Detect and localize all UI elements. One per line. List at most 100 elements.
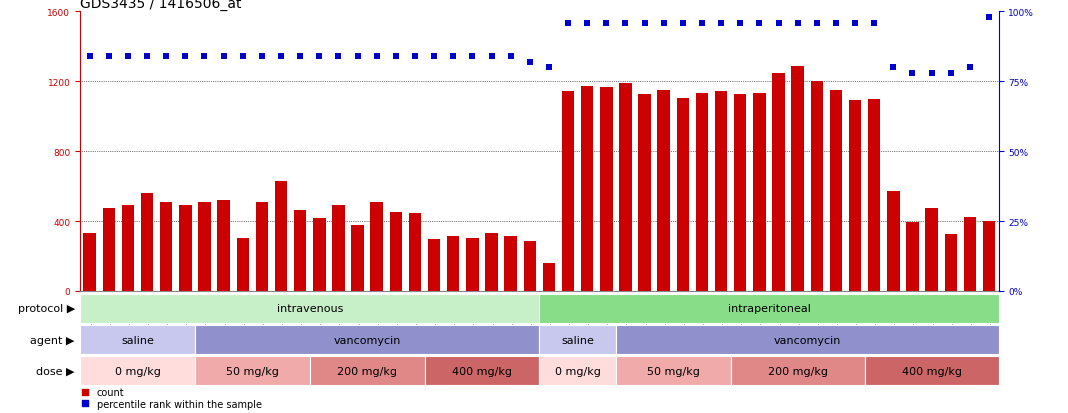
Point <box>521 59 538 66</box>
Bar <box>616 356 731 386</box>
Bar <box>753 93 766 291</box>
Bar <box>616 325 999 354</box>
Text: percentile rank within the sample: percentile rank within the sample <box>96 399 262 409</box>
Point <box>483 54 500 60</box>
Bar <box>925 209 938 291</box>
Bar <box>80 294 539 324</box>
Bar <box>677 99 689 291</box>
Bar <box>963 217 976 291</box>
Point <box>330 54 347 60</box>
Point <box>712 20 729 27</box>
Point <box>617 20 634 27</box>
Bar <box>865 356 999 386</box>
Point <box>579 20 596 27</box>
Point <box>540 65 557 71</box>
Point <box>253 54 270 60</box>
Point <box>195 54 213 60</box>
Bar <box>428 240 440 291</box>
Point <box>444 54 461 60</box>
Point <box>76 400 93 406</box>
Bar <box>849 101 861 291</box>
Point <box>76 389 93 395</box>
Bar <box>983 221 995 291</box>
Bar <box>160 202 172 291</box>
Bar <box>695 93 708 291</box>
Bar <box>600 88 613 291</box>
Point <box>292 54 309 60</box>
Point <box>560 20 577 27</box>
Bar <box>619 84 631 291</box>
Bar <box>332 206 345 291</box>
Bar <box>409 214 421 291</box>
Bar <box>868 100 880 291</box>
Bar <box>485 234 498 291</box>
Bar <box>539 325 616 354</box>
Bar <box>351 226 364 291</box>
Point <box>272 54 289 60</box>
Bar <box>390 213 402 291</box>
Bar <box>830 91 843 291</box>
Point <box>770 20 787 27</box>
Text: 200 mg/kg: 200 mg/kg <box>768 366 828 376</box>
Bar <box>791 66 804 291</box>
Bar <box>194 356 310 386</box>
Bar <box>255 202 268 291</box>
Point <box>234 54 251 60</box>
Point <box>674 20 691 27</box>
Bar <box>218 201 230 291</box>
Bar <box>658 91 670 291</box>
Point <box>158 54 175 60</box>
Bar <box>734 95 747 291</box>
Point <box>942 70 959 77</box>
Bar <box>141 194 154 291</box>
Bar <box>888 192 899 291</box>
Point <box>177 54 194 60</box>
Text: intraperitoneal: intraperitoneal <box>727 304 811 314</box>
Point <box>904 70 921 77</box>
Point <box>808 20 826 27</box>
Bar <box>539 356 616 386</box>
Text: saline: saline <box>561 335 594 345</box>
Point <box>980 15 998 21</box>
Bar <box>103 209 115 291</box>
Bar <box>504 236 517 291</box>
Bar <box>236 239 249 291</box>
Bar <box>466 238 478 291</box>
Point <box>368 54 386 60</box>
Point <box>311 54 328 60</box>
Text: 200 mg/kg: 200 mg/kg <box>337 366 397 376</box>
Text: saline: saline <box>121 335 154 345</box>
Bar <box>772 74 785 291</box>
Bar <box>294 210 307 291</box>
Text: dose ▶: dose ▶ <box>36 366 75 376</box>
Point <box>923 70 940 77</box>
Text: protocol ▶: protocol ▶ <box>17 304 75 314</box>
Point <box>732 20 749 27</box>
Bar <box>944 235 957 291</box>
Bar <box>313 219 326 291</box>
Point <box>751 20 768 27</box>
Text: 50 mg/kg: 50 mg/kg <box>225 366 279 376</box>
Text: GDS3435 / 1416506_at: GDS3435 / 1416506_at <box>80 0 241 12</box>
Bar <box>371 202 383 291</box>
Point <box>789 20 806 27</box>
Point <box>866 20 883 27</box>
Point <box>464 54 481 60</box>
Point <box>655 20 672 27</box>
Bar <box>80 325 194 354</box>
Text: 0 mg/kg: 0 mg/kg <box>554 366 600 376</box>
Point <box>215 54 232 60</box>
Bar <box>274 181 287 291</box>
Bar <box>731 356 865 386</box>
Bar <box>179 206 191 291</box>
Bar <box>539 294 999 324</box>
Bar <box>424 356 539 386</box>
Bar <box>562 92 575 291</box>
Text: 400 mg/kg: 400 mg/kg <box>901 366 961 376</box>
Text: count: count <box>96 387 124 397</box>
Text: vancomycin: vancomycin <box>773 335 841 345</box>
Point <box>425 54 442 60</box>
Bar <box>543 263 555 291</box>
Point <box>139 54 156 60</box>
Text: agent ▶: agent ▶ <box>30 335 75 345</box>
